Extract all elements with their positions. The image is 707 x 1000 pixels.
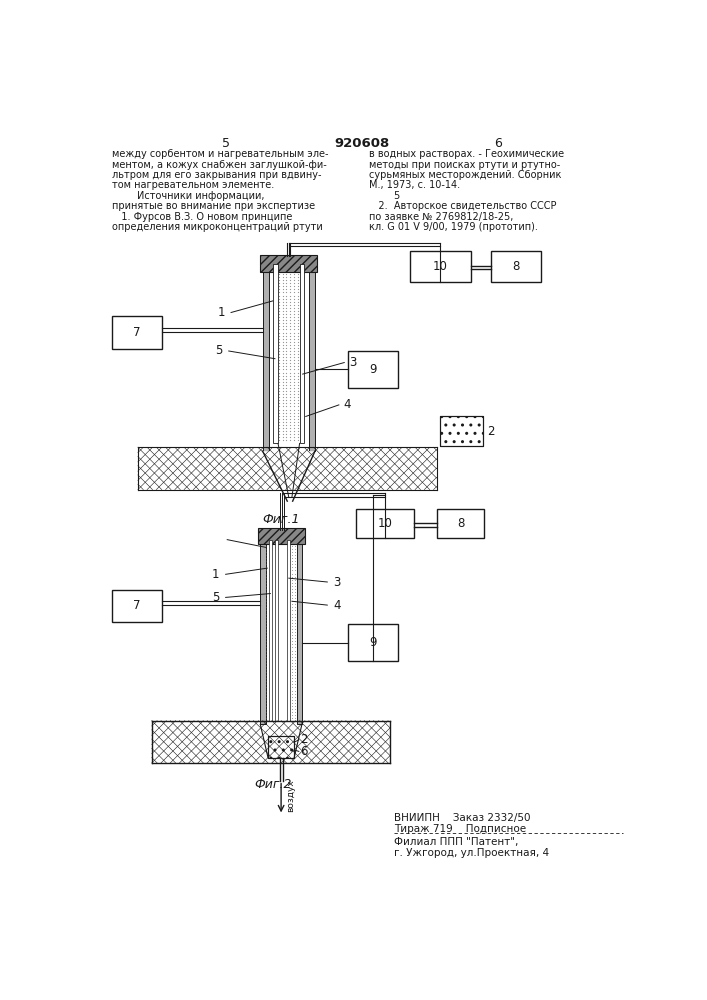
Text: 6: 6 <box>300 745 308 758</box>
Text: Филиал ППП "Патент",: Филиал ППП "Патент", <box>395 837 519 847</box>
Bar <box>258 528 305 544</box>
Bar <box>440 416 483 446</box>
Text: 10: 10 <box>433 260 448 273</box>
Text: 1: 1 <box>217 306 225 319</box>
Polygon shape <box>274 721 288 727</box>
Text: кл. G 01 V 9/00, 1979 (прототип).: кл. G 01 V 9/00, 1979 (прототип). <box>369 222 538 232</box>
Text: 2: 2 <box>486 425 494 438</box>
Text: Фиг.2: Фиг.2 <box>255 778 292 791</box>
Text: ВНИИПН    Заказ 2332/50: ВНИИПН Заказ 2332/50 <box>395 813 531 823</box>
Text: 9: 9 <box>369 363 377 376</box>
Text: принятые во внимание при экспертизе: принятые во внимание при экспертизе <box>112 201 315 211</box>
Bar <box>260 528 266 724</box>
Bar <box>112 590 162 622</box>
Text: Тираж 719    Подписное: Тираж 719 Подписное <box>395 824 527 834</box>
Bar <box>296 528 302 724</box>
Text: льтром для его закрывания при вдвину-: льтром для его закрывания при вдвину- <box>112 170 321 180</box>
Text: по заявке № 2769812/18-25,: по заявке № 2769812/18-25, <box>369 212 513 222</box>
Bar <box>309 255 315 451</box>
Text: ментом, а кожух снабжен заглушкой-фи-: ментом, а кожух снабжен заглушкой-фи- <box>112 160 327 170</box>
Text: сурьмяных месторождений. Сборник: сурьмяных месторождений. Сборник <box>369 170 561 180</box>
Text: 5: 5 <box>215 344 223 358</box>
Bar <box>491 251 541 282</box>
Bar <box>275 540 278 721</box>
Bar <box>287 540 291 721</box>
Bar <box>437 509 484 538</box>
Text: 5: 5 <box>369 191 400 201</box>
Bar <box>268 736 294 758</box>
Text: 3: 3 <box>349 356 356 369</box>
Text: 2.  Авторское свидетельство СССР: 2. Авторское свидетельство СССР <box>369 201 556 211</box>
Text: 4: 4 <box>334 599 341 612</box>
Bar <box>260 255 317 272</box>
Text: 1: 1 <box>212 568 219 581</box>
Bar <box>409 251 472 282</box>
Bar <box>268 736 294 758</box>
Bar <box>274 264 278 443</box>
Text: 5: 5 <box>212 591 219 604</box>
Bar <box>112 316 162 349</box>
Text: воздух: воздух <box>286 780 295 812</box>
Polygon shape <box>262 451 315 501</box>
Text: 1. Фурсов В.З. О новом принципе: 1. Фурсов В.З. О новом принципе <box>112 212 292 222</box>
Bar <box>269 540 272 721</box>
Text: определения микроконцентраций ртути: определения микроконцентраций ртути <box>112 222 322 232</box>
Text: г. Ужгород, ул.Проектная, 4: г. Ужгород, ул.Проектная, 4 <box>395 848 549 858</box>
Bar <box>262 255 269 451</box>
Text: 5: 5 <box>223 137 230 150</box>
Text: 6: 6 <box>494 137 502 150</box>
Text: методы при поисках ртути и ртутно-: методы при поисках ртути и ртутно- <box>369 160 560 170</box>
Text: Источники информации,: Источники информации, <box>112 191 264 201</box>
Text: М., 1973, с. 10-14.: М., 1973, с. 10-14. <box>369 180 460 190</box>
Text: 9: 9 <box>369 636 377 649</box>
Text: 7: 7 <box>133 326 141 339</box>
Text: 10: 10 <box>378 517 392 530</box>
Text: 4: 4 <box>344 398 351 411</box>
Text: Фиг.1: Фиг.1 <box>262 513 300 526</box>
Text: 3: 3 <box>334 576 341 588</box>
Text: 2: 2 <box>300 733 308 746</box>
Bar <box>348 624 398 661</box>
Text: 7: 7 <box>133 599 141 612</box>
Text: между сорбентом и нагревательным эле-: между сорбентом и нагревательным эле- <box>112 149 328 159</box>
Text: в водных растворах. - Геохимические: в водных растворах. - Геохимические <box>369 149 564 159</box>
Text: 8: 8 <box>457 517 464 530</box>
Bar <box>348 351 398 388</box>
Text: 920608: 920608 <box>334 137 390 150</box>
Bar <box>300 264 304 443</box>
Bar <box>440 416 483 446</box>
Text: том нагревательном элементе.: том нагревательном элементе. <box>112 180 274 190</box>
Text: 8: 8 <box>512 260 519 273</box>
Bar <box>356 509 414 538</box>
